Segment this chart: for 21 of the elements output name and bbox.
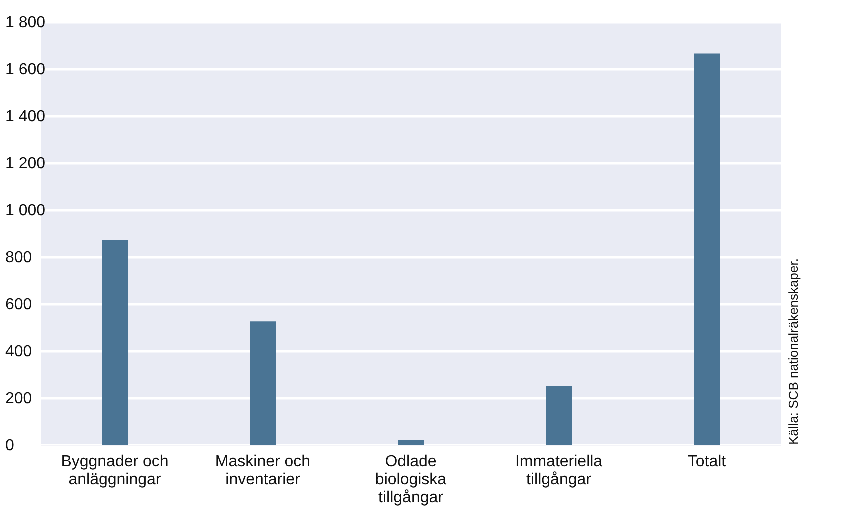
y-tick-label: 1 000 — [6, 202, 46, 220]
bar — [694, 54, 720, 445]
x-tick-label: Byggnader och anläggningar — [61, 454, 169, 488]
y-tick-label: 1 600 — [6, 62, 46, 78]
x-tick-label: Odlade biologiska tillgångar — [375, 454, 447, 506]
y-tick-label: 1 200 — [6, 156, 46, 172]
x-tick-label: Totalt — [688, 454, 727, 470]
y-tick-label: 800 — [6, 250, 32, 266]
y-tick-label: 400 — [6, 344, 32, 360]
bar — [102, 240, 128, 445]
y-tick-label: 1 800 — [6, 14, 46, 32]
bar — [398, 440, 424, 445]
x-tick-label: Maskiner och inventarier — [215, 454, 311, 488]
y-tick-label: 600 — [6, 296, 32, 314]
x-tick-label: Immateriella tillgångar — [515, 454, 603, 488]
bar — [250, 322, 276, 445]
y-tick-label: 200 — [6, 390, 32, 408]
y-tick-label: 1 400 — [6, 108, 46, 126]
y-tick-label: 0 — [6, 438, 14, 454]
text: Källa: SCB nationalräkenskaper. — [786, 258, 801, 445]
bar — [546, 386, 572, 445]
